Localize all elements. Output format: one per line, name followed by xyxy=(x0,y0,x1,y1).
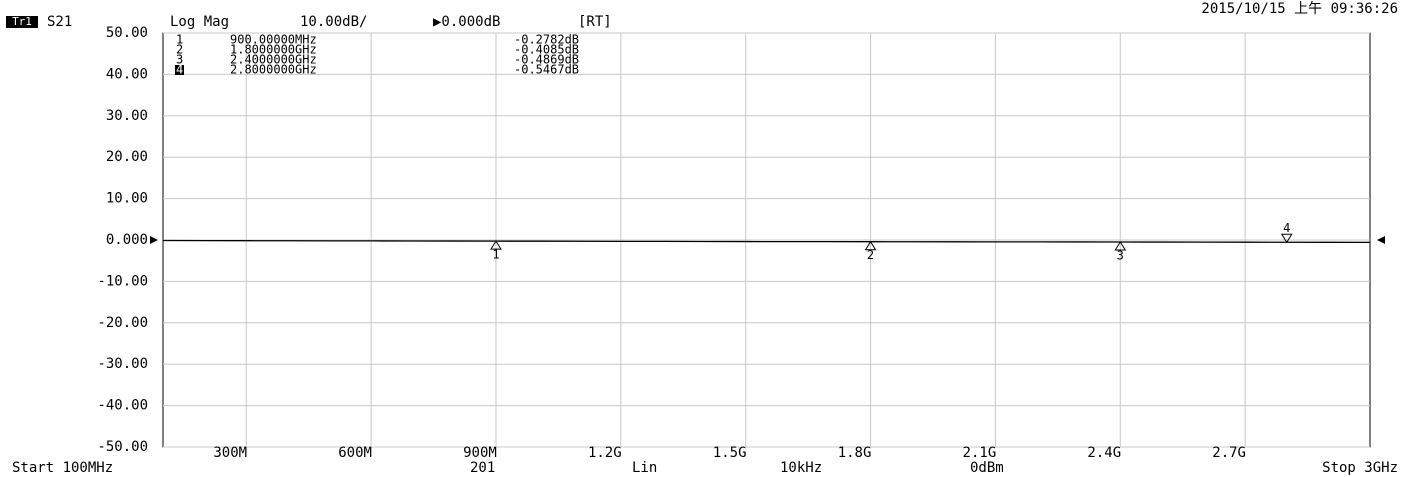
marker-index-badge xyxy=(175,65,184,75)
marker-index: 2 xyxy=(176,43,183,57)
reference: ▶0.000dB xyxy=(433,14,500,30)
y-tick-label: 30.00 xyxy=(106,108,148,124)
footer-stop: Stop 3GHz xyxy=(1322,460,1398,476)
marker-label: 1 xyxy=(492,248,499,262)
marker xyxy=(1114,241,1127,251)
marker-index: 4 xyxy=(176,63,183,77)
datetime: 2015/10/15 上午 09:36:26 xyxy=(1201,1,1398,17)
x-tick-label: 1.5G xyxy=(713,445,747,461)
marker-label: 4 xyxy=(1283,221,1290,235)
y-tick-label: 20.00 xyxy=(106,149,148,165)
footer-points: 201 xyxy=(470,460,495,476)
trace-line xyxy=(162,239,1371,244)
y-tick-label: 0.000 xyxy=(106,232,148,248)
marker-frequency: 1.8000000GHz xyxy=(230,43,317,57)
marker-frequency: 900.00000MHz xyxy=(230,33,317,47)
marker-label: 2 xyxy=(867,248,874,262)
y-tick-label: -30.00 xyxy=(97,356,148,372)
x-tick-label: 600M xyxy=(338,445,372,461)
ref-arrow-left xyxy=(150,236,158,244)
parameter: S21 xyxy=(47,14,72,30)
marker-frequency: 2.8000000GHz xyxy=(230,63,317,77)
x-tick-label: 900M xyxy=(463,445,497,461)
marker xyxy=(490,240,502,250)
y-tick-label: 50.00 xyxy=(106,25,148,41)
mode: [RT] xyxy=(578,14,612,30)
x-tick-label: 2.4G xyxy=(1087,445,1121,461)
x-tick-label: 1.8G xyxy=(838,445,872,461)
format: Log Mag xyxy=(170,14,229,30)
marker-index: 1 xyxy=(176,33,183,47)
y-tick-label: -40.00 xyxy=(97,398,148,414)
marker-index: 3 xyxy=(176,53,183,67)
trace-label: Tr1 xyxy=(12,15,32,28)
marker xyxy=(1280,233,1293,244)
ref-arrow-right xyxy=(1377,236,1385,244)
y-tick-label: -20.00 xyxy=(97,315,148,331)
marker-label: 3 xyxy=(1117,249,1124,263)
y-tick-label: 10.00 xyxy=(106,191,148,207)
marker-value: -0.4085dB xyxy=(514,43,579,57)
x-tick-label: 2.1G xyxy=(963,445,997,461)
x-tick-label: 300M xyxy=(213,445,247,461)
marker xyxy=(864,240,877,251)
footer-power: 0dBm xyxy=(970,460,1004,476)
y-tick-label: -10.00 xyxy=(97,273,148,289)
trace-badge xyxy=(6,16,38,28)
marker-value: -0.2782dB xyxy=(514,33,579,47)
footer-sweep: Lin xyxy=(632,460,657,476)
y-tick-label: -50.00 xyxy=(97,439,148,455)
marker-value: -0.5467dB xyxy=(514,63,579,77)
x-tick-label: 1.2G xyxy=(588,445,622,461)
footer-ifbw: 10kHz xyxy=(780,460,822,476)
x-tick-label: 2.7G xyxy=(1212,445,1246,461)
scale: 10.00dB/ xyxy=(300,14,367,30)
y-tick-label: 40.00 xyxy=(106,66,148,82)
marker-frequency: 2.4000000GHz xyxy=(230,53,317,67)
footer-start: Start 100MHz xyxy=(12,460,113,476)
marker-value: -0.4869dB xyxy=(514,53,579,67)
